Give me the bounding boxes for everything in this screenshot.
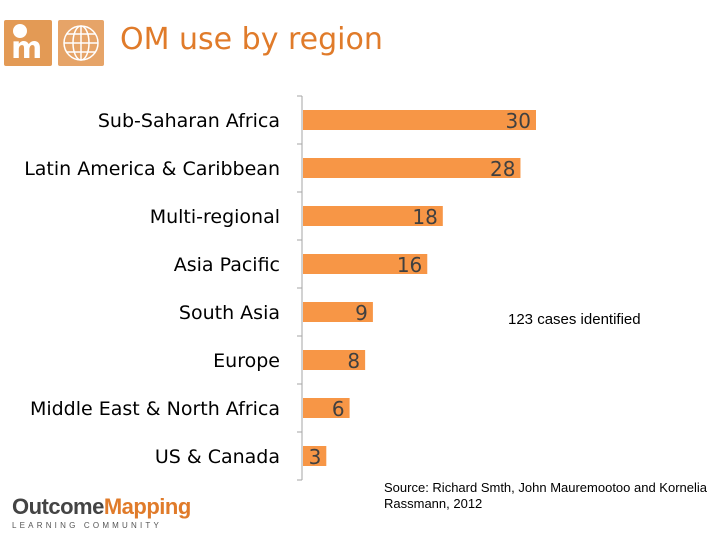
category-label: Middle East & North Africa <box>30 398 280 420</box>
category-label: US & Canada <box>155 446 280 468</box>
source-note: Source: Richard Smth, John Mauremootoo a… <box>384 480 708 511</box>
bar <box>303 398 350 418</box>
data-label: 3 <box>309 445 322 469</box>
data-label: 30 <box>506 109 531 133</box>
bar <box>303 350 366 370</box>
bar <box>303 158 521 178</box>
category-label: South Asia <box>179 302 280 324</box>
bar-chart: Sub-Saharan Africa 30 Latin America & Cari… <box>24 95 536 481</box>
data-label: 8 <box>347 349 360 373</box>
logo-m-icon: m <box>4 20 52 66</box>
brand-subtitle: LEARNING COMMUNITY <box>12 521 163 530</box>
bar <box>303 446 327 466</box>
brand-name-part2: Mapping <box>103 494 191 519</box>
bar <box>303 254 428 274</box>
bar <box>303 302 373 322</box>
data-label: 18 <box>412 205 437 229</box>
category-label: Sub-Saharan Africa <box>98 110 280 132</box>
bar <box>303 206 443 226</box>
brand-name-part1: Outcome <box>12 494 104 519</box>
category-label: Europe <box>213 350 280 372</box>
globe-logo-icon <box>58 20 104 66</box>
category-label: Asia Pacific <box>174 254 280 276</box>
page-title: OM use by region <box>120 22 383 57</box>
category-label: Latin America & Caribbean <box>24 158 280 180</box>
category-label: Multi-regional <box>150 206 280 228</box>
data-label: 6 <box>332 397 345 421</box>
data-label: 28 <box>490 157 515 181</box>
bar <box>303 110 536 130</box>
data-label: 16 <box>397 253 422 277</box>
data-label: 9 <box>355 301 368 325</box>
outcome-mapping-logo: OutcomeMapping LEARNING COMMUNITY <box>12 494 191 530</box>
chart-annotation: 123 cases identified <box>508 311 641 328</box>
